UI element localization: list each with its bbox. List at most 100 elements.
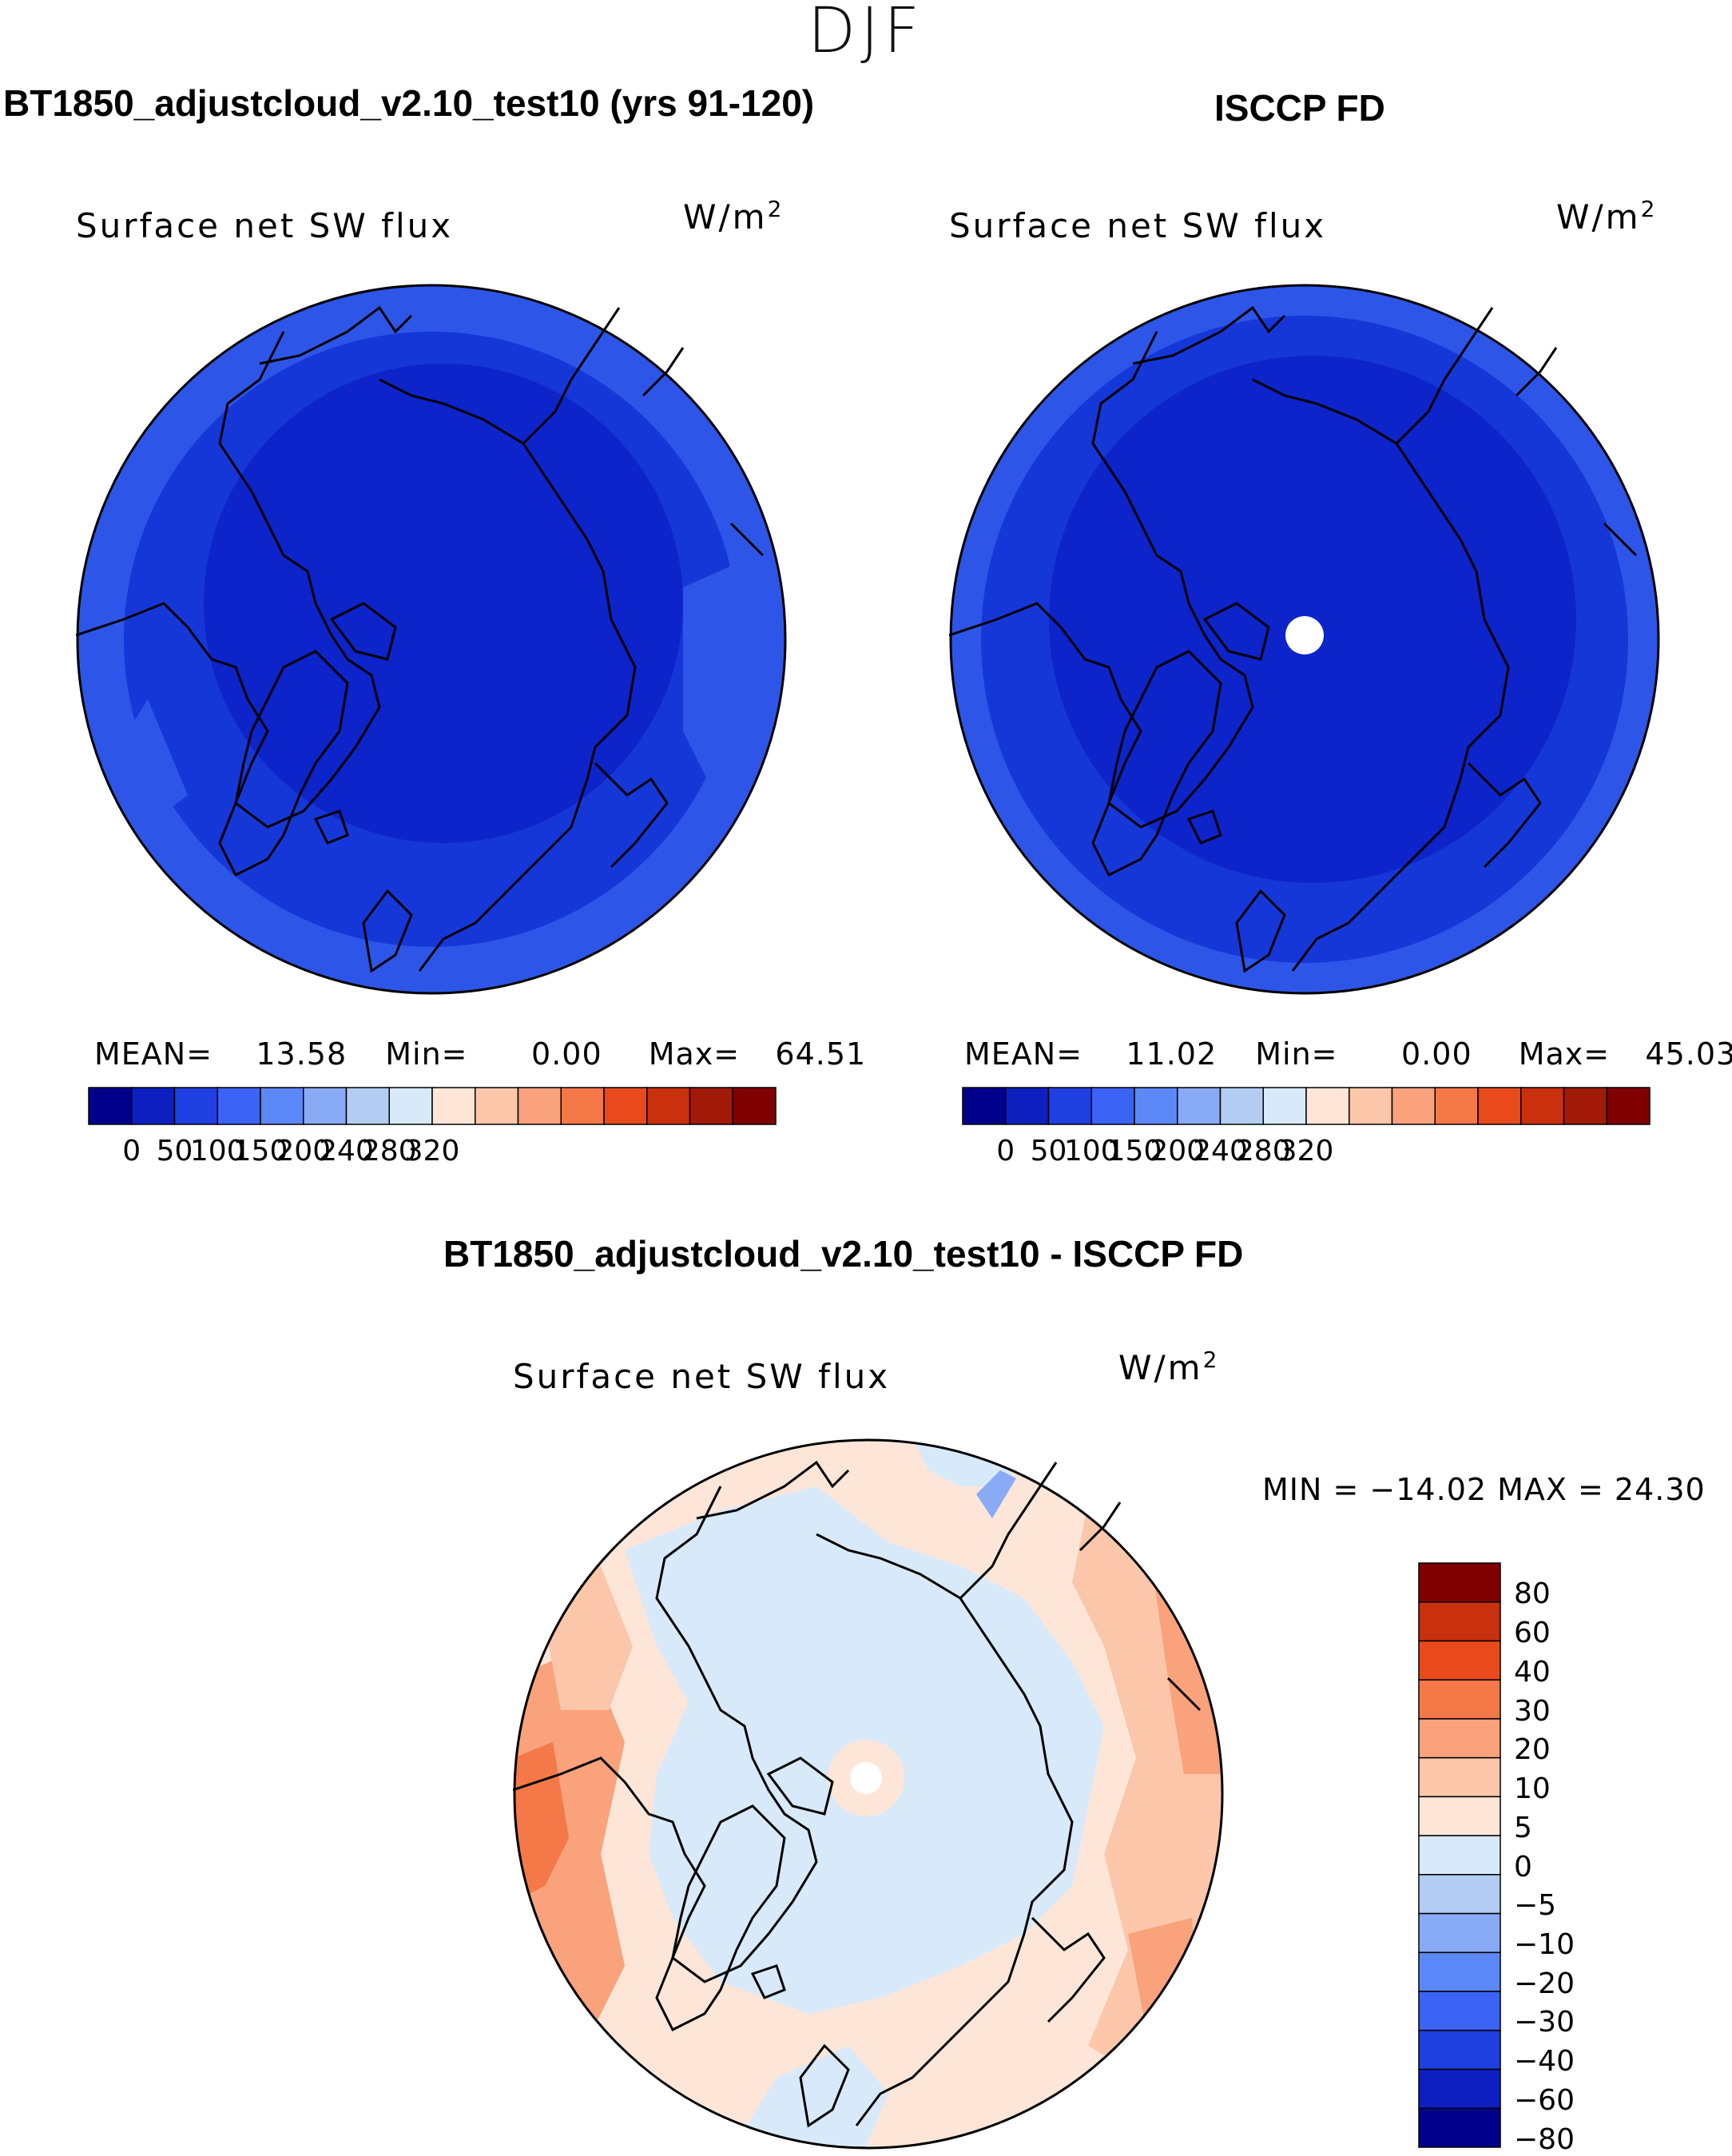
colorbar-swatch [1418, 2107, 1501, 2148]
pole-missing-data [1285, 616, 1324, 654]
colorbar-swatch [303, 1087, 348, 1125]
colorbar-tick-label: 0 [122, 1135, 141, 1168]
colorbar-swatch [1418, 1756, 1501, 1798]
shortwave-patch [108, 699, 188, 843]
colorbar-swatch [1418, 2068, 1501, 2110]
colorbar-swatch [1563, 1087, 1607, 1125]
colorbar-tick-label: 320 [1278, 1135, 1334, 1168]
diff-colorbar-ticks: 80 60 40 30 20 10 5 0 −5 −10 −20 −30 −40 −60 −80 [1514, 1562, 1634, 2155]
colorbar-swatch [1305, 1087, 1350, 1125]
colorbar-swatch [646, 1087, 691, 1125]
colorbar-tick-label: 240 [319, 1135, 374, 1168]
mean-label: MEAN= [964, 1036, 1083, 1072]
colorbar-swatch [131, 1087, 176, 1125]
colorbar-swatch [603, 1087, 648, 1125]
coastlines [76, 305, 765, 973]
colorbar-tick-label: 50 [1030, 1135, 1067, 1168]
diff-units-label: W/m2 [1118, 1347, 1220, 1387]
obs-colorbar [962, 1087, 1651, 1125]
mean-label: MEAN= [94, 1036, 213, 1072]
mean-value: 13.58 [256, 1036, 348, 1072]
coastlines [949, 305, 1638, 973]
colorbar-swatch [1418, 1991, 1501, 2031]
colorbar-tick-label: 320 [404, 1135, 460, 1168]
colorbar-tick-label: 240 [1193, 1135, 1248, 1168]
colorbar-tick-label: 30 [1514, 1694, 1551, 1728]
max-label: Max= [1518, 1036, 1611, 1072]
colorbar-tick-label: −20 [1514, 1967, 1575, 2000]
model-panel-title: BT1850_adjustcloud_v2.10_test10 (yrs 91-… [3, 82, 815, 124]
colorbar-swatch [1606, 1087, 1651, 1125]
colorbar-tick-label: 80 [1514, 1577, 1551, 1611]
colorbar-swatch [1219, 1087, 1264, 1125]
shortwave-field-inner [204, 364, 683, 843]
colorbar-swatch [1418, 1718, 1501, 1759]
colorbar-swatch [1262, 1087, 1307, 1125]
map-boundary [513, 1438, 1224, 2150]
shortwave-patch [683, 555, 779, 795]
colorbar-swatch [1047, 1087, 1092, 1125]
colorbar-tick-label: −10 [1514, 1927, 1575, 1961]
negative-anomaly [737, 2046, 888, 2149]
colorbar-swatch [1418, 1640, 1501, 1681]
coastlines [513, 1460, 1202, 2128]
min-value: 0.00 [531, 1036, 602, 1072]
colorbar-swatch [431, 1087, 476, 1125]
colorbar-swatch [1418, 1679, 1501, 1720]
colorbar-tick-label: 10 [1514, 1772, 1551, 1806]
colorbar-swatch [1134, 1087, 1178, 1125]
pole-missing-data [850, 1762, 882, 1794]
colorbar-tick-label: −60 [1514, 2083, 1575, 2117]
map-boundary [949, 284, 1660, 995]
colorbar-tick-label: 200 [1150, 1135, 1206, 1168]
colorbar-swatch [517, 1087, 562, 1125]
colorbar-tick-label: 280 [361, 1135, 417, 1168]
colorbar-swatch [1177, 1087, 1222, 1125]
colorbar-swatch [88, 1087, 133, 1125]
diff-polar-map [513, 1438, 1224, 2150]
colorbar-swatch [1418, 1951, 1501, 1992]
colorbar-swatch [216, 1087, 261, 1125]
colorbar-swatch [962, 1087, 1007, 1125]
colorbar-swatch [1418, 1601, 1501, 1642]
colorbar-swatch [1434, 1087, 1479, 1125]
colorbar-swatch [1418, 1874, 1501, 1915]
colorbar-tick-label: 50 [156, 1135, 193, 1168]
obs-variable-label: Surface net SW flux [949, 206, 1327, 245]
colorbar-tick-label: 0 [996, 1135, 1015, 1168]
colorbar-swatch [689, 1087, 733, 1125]
colorbar-swatch [1349, 1087, 1393, 1125]
max-value: 45.03 [1645, 1036, 1732, 1072]
colorbar-swatch [1391, 1087, 1436, 1125]
obs-units-label: W/m2 [1556, 196, 1658, 237]
colorbar-tick-label: −40 [1514, 2045, 1575, 2078]
map-boundary [76, 284, 787, 995]
colorbar-tick-label: 150 [232, 1135, 288, 1168]
model-units-label: W/m2 [683, 196, 785, 237]
obs-panel-title: ISCCP FD [1214, 87, 1385, 129]
colorbar-tick-label: 200 [276, 1135, 332, 1168]
diff-panel-title: BT1850_adjustcloud_v2.10_test10 - ISCCP … [443, 1233, 1244, 1275]
max-value: 64.51 [775, 1036, 867, 1072]
colorbar-swatch [1418, 2030, 1501, 2070]
colorbar-swatch [260, 1087, 304, 1125]
colorbar-swatch [1418, 1796, 1501, 1836]
positive-anomaly [514, 1742, 569, 1902]
colorbar-tick-label: 40 [1514, 1655, 1551, 1689]
colorbar-tick-label: −30 [1514, 2006, 1575, 2039]
colorbar-swatch [732, 1087, 777, 1125]
colorbar-tick-label: 100 [1063, 1135, 1119, 1168]
model-variable-label: Surface net SW flux [76, 206, 454, 245]
min-label: Min= [385, 1036, 468, 1072]
obs-colorbar-ticks: 0 50 100 150 200 240 280 320 [962, 1135, 1651, 1175]
obs-stats: MEAN= 11.02 Min= 0.00 Max= 45.03 [964, 1036, 1732, 1072]
colorbar-swatch [388, 1087, 433, 1125]
diff-variable-label: Surface net SW flux [513, 1357, 891, 1396]
mean-value: 11.02 [1126, 1036, 1218, 1072]
colorbar-tick-label: 150 [1106, 1135, 1162, 1168]
colorbar-swatch [1520, 1087, 1565, 1125]
model-colorbar [88, 1087, 777, 1125]
colorbar-tick-label: −5 [1514, 1889, 1557, 1923]
colorbar-swatch [1005, 1087, 1050, 1125]
model-colorbar-ticks: 0 50 100 150 200 240 280 320 [88, 1135, 777, 1175]
